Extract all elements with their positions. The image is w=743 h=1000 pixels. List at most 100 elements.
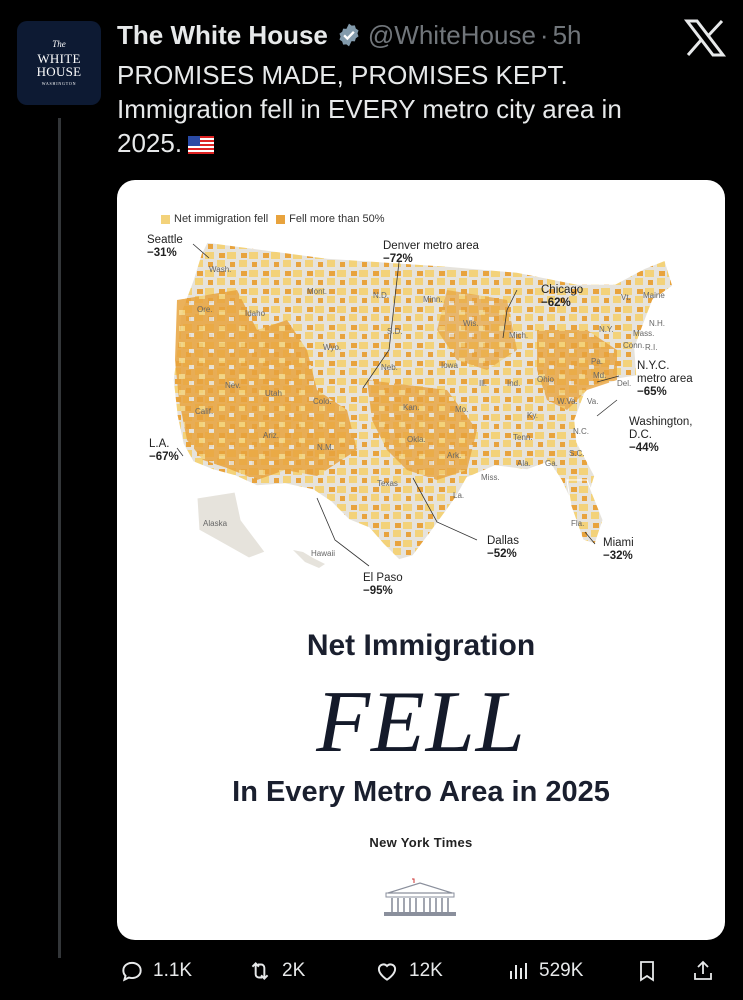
metro-el-paso: El Paso −95% (363, 572, 403, 597)
state-ohio: Ohio (537, 375, 554, 384)
metro-la: L.A. −67% (149, 438, 179, 463)
avatar-white: WHITE (37, 51, 81, 66)
verified-badge-icon (339, 23, 359, 47)
metro-washington-dc: Washington, D.C. −44% (629, 416, 693, 454)
hawaii (293, 550, 325, 568)
state-la: La. (453, 491, 464, 500)
state-nc: N.C. (573, 427, 589, 436)
state-mass: Mass. (633, 329, 654, 338)
state-ga: Ga. (545, 459, 558, 468)
repost-icon (251, 962, 269, 980)
account-handle[interactable]: @WhiteHouse (367, 19, 536, 50)
legend-swatch-fell-more (276, 214, 286, 224)
state-maine: Maine (643, 291, 665, 300)
state-ri: R.I. (645, 343, 657, 352)
like-button[interactable]: 12K (373, 958, 443, 984)
state-ky: Ky. (527, 411, 538, 420)
metro-nyc: N.Y.C. metro area −65% (637, 360, 693, 398)
state-ind: Ind. (507, 379, 520, 388)
share-button[interactable] (691, 958, 723, 984)
us-flag-emoji-icon (188, 136, 215, 155)
separator: · (539, 19, 549, 50)
east-fill (537, 330, 617, 410)
state-sc: S.C. (569, 449, 585, 458)
tweet-line-2: Immigration fell in EVERY metro city are… (117, 94, 622, 124)
white-house-building-icon (384, 878, 456, 916)
avatar-house: HOUSE (36, 64, 82, 79)
florida (566, 479, 604, 545)
state-nh: N.H. (649, 319, 665, 328)
metro-miami: Miami −32% (603, 537, 634, 562)
state-wva: W.Va. (557, 397, 578, 406)
metro-seattle: Seattle −31% (147, 234, 183, 259)
state-nev: Nev. (225, 381, 241, 390)
alaska (196, 491, 266, 559)
avatar-washington: WASHINGTON (41, 81, 77, 86)
state-texas: Texas (377, 479, 398, 488)
source-credit: New York Times (369, 835, 473, 850)
x-logo-icon[interactable] (683, 18, 727, 58)
state-hawaii: Hawaii (311, 549, 335, 558)
state-tenn: Tenn. (513, 433, 533, 442)
tweet-line-3: 2025. (117, 128, 183, 158)
state-mo: Mo. (455, 405, 468, 414)
map-legend: Net immigration fell Fell more than 50% (161, 213, 385, 225)
headline-top: Net Immigration (306, 629, 536, 662)
state-neb: Neb. (381, 363, 398, 372)
state-mont: Mont. (307, 287, 327, 296)
bookmark-icon (640, 961, 654, 982)
metro-denver: Denver metro area −72% (383, 240, 479, 265)
heart-icon (377, 963, 397, 981)
state-del: Del. (617, 379, 631, 388)
views-icon (510, 963, 527, 979)
state-wis: Wis. (463, 319, 479, 328)
timestamp[interactable]: 5h (552, 19, 582, 50)
avatar-the: The (52, 39, 66, 49)
state-pa: Pa. (591, 357, 603, 366)
state-miss: Miss. (481, 473, 500, 482)
repost-button[interactable]: 2K (246, 958, 305, 984)
reply-count: 1.1K (153, 960, 193, 981)
headline-bottom: In Every Metro Area in 2025 (232, 776, 610, 808)
repost-count: 2K (282, 960, 306, 981)
legend-fell: Net immigration fell (174, 213, 269, 225)
state-ala: Ala. (517, 459, 531, 468)
state-idaho: Idaho (245, 309, 266, 318)
state-wyo: Wyo. (323, 343, 341, 352)
state-sd: S.D. (387, 327, 403, 336)
state-va: Va. (587, 397, 598, 406)
midwest-fill (437, 290, 517, 370)
state-vt: Vt. (621, 293, 631, 302)
legend-swatch-fell (161, 214, 170, 224)
state-ny: N.Y. (599, 325, 614, 334)
state-nd: N.D. (373, 291, 389, 300)
tweet-line-1: PROMISES MADE, PROMISES KEPT. (117, 60, 568, 90)
metro-chicago: Chicago −62% (541, 284, 584, 309)
state-ill: Ill. (479, 379, 487, 388)
state-fla: Fla. (571, 519, 584, 528)
media-card[interactable]: Net immigration fell Fell more than 50% (117, 180, 725, 940)
state-ark: Ark. (447, 451, 461, 460)
state-calif: Calif. (195, 407, 213, 416)
views-count: 529K (539, 960, 584, 981)
thread-line (58, 118, 61, 958)
state-ariz: Ariz. (263, 431, 279, 440)
reply-button[interactable]: 1.1K (119, 958, 192, 984)
state-conn: Conn. (623, 341, 644, 350)
views-button[interactable]: 529K (507, 958, 583, 984)
western-fill (175, 290, 357, 480)
plains-fill (367, 380, 477, 480)
us-map: Wash. Ore. Idaho Mont. N.D. Minn. Wis. M… (172, 241, 674, 568)
tweet-actions: 1.1K 2K 12K 529K (117, 958, 722, 988)
state-colo: Colo. (313, 397, 332, 406)
account-name[interactable]: The White House (117, 19, 328, 50)
state-okla: Okla. (407, 435, 426, 444)
state-iowa: Iowa (441, 361, 458, 370)
state-mich: Mich. (509, 331, 528, 340)
state-alaska: Alaska (203, 519, 228, 528)
tweet-header: The White House @WhiteHouse · 5h (117, 18, 582, 52)
bookmark-button[interactable] (635, 958, 667, 984)
reply-icon (122, 961, 142, 982)
state-utah: Utah (265, 389, 282, 398)
avatar[interactable]: The WHITE HOUSE WASHINGTON (17, 21, 101, 105)
